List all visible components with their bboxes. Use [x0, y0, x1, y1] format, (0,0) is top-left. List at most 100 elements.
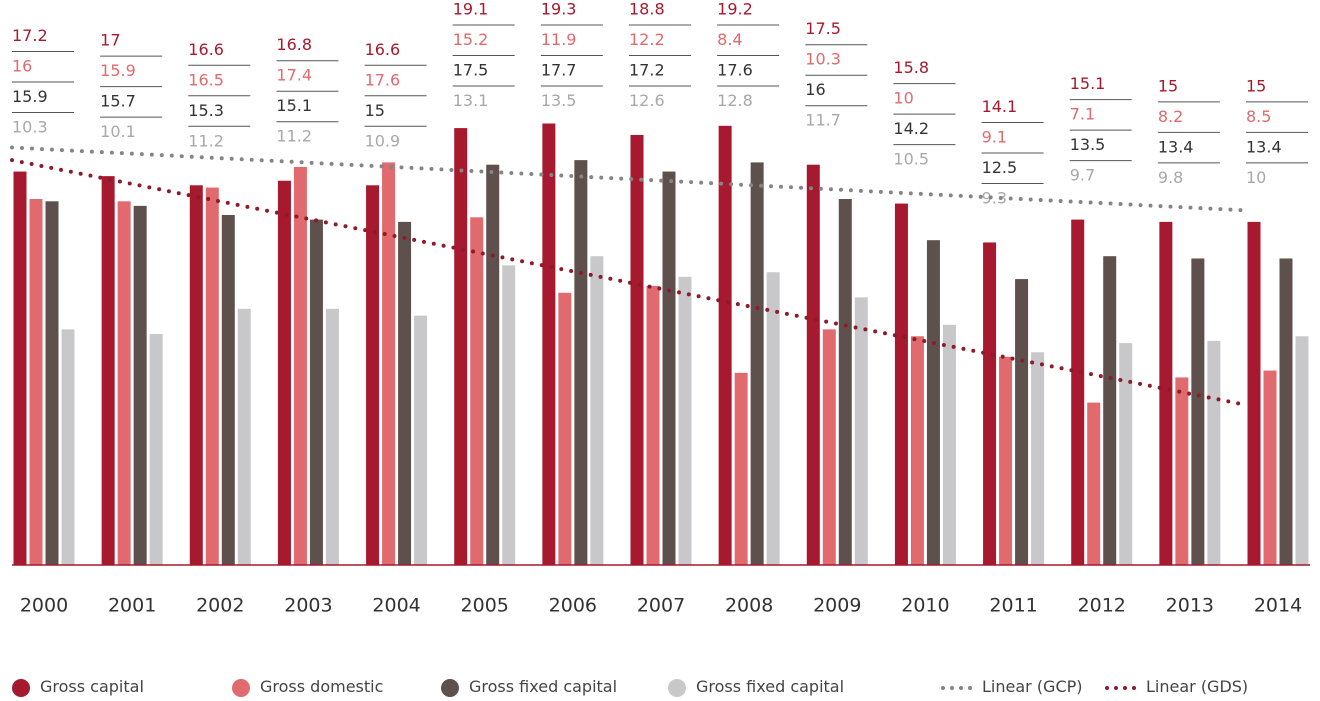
- bar: [1175, 377, 1189, 565]
- bar: [926, 240, 940, 565]
- legend-dot: [950, 686, 954, 690]
- data-label: 9.7: [1070, 166, 1095, 185]
- bar: [454, 128, 468, 565]
- x-tick-label: 2000: [20, 595, 68, 617]
- bar: [133, 205, 147, 565]
- legend-item: Linear (GDS): [1105, 676, 1248, 698]
- bar: [414, 315, 428, 565]
- data-label: 15: [365, 101, 385, 120]
- bar: [117, 201, 131, 566]
- legend-label: Gross fixed capital formation: [469, 677, 618, 701]
- bar: [293, 166, 307, 565]
- data-label: 8.5: [1246, 107, 1271, 126]
- bar: [1071, 219, 1085, 565]
- bar: [646, 285, 660, 565]
- bar: [1087, 402, 1101, 565]
- data-label: 15: [1158, 76, 1178, 95]
- data-label: 15.9: [100, 61, 136, 80]
- legend-label: Linear (GCP): [982, 677, 1083, 696]
- data-label: 10: [893, 89, 913, 108]
- data-label: 15.8: [893, 58, 929, 77]
- data-label: 19.2: [717, 0, 753, 19]
- bar: [309, 219, 323, 565]
- legend-label: Gross fixed capital formation, private s…: [696, 677, 895, 701]
- trendline: [10, 158, 1248, 407]
- data-label: 12.8: [717, 91, 753, 110]
- legend-label: Gross domestic savings: [260, 677, 384, 701]
- bar: [766, 272, 780, 565]
- bar: [806, 164, 820, 565]
- x-tick-label: 2013: [1166, 595, 1214, 617]
- data-label: 17: [100, 31, 120, 50]
- bar: [1207, 340, 1221, 565]
- legend-item: Gross domestic savings: [232, 676, 402, 701]
- data-label: 9.8: [1158, 168, 1183, 187]
- legend-swatch: [12, 679, 30, 697]
- x-tick-label: 2005: [461, 595, 509, 617]
- data-label: 13.5: [541, 91, 577, 110]
- bar: [149, 333, 163, 565]
- trendline: [10, 145, 1248, 213]
- data-label: 10.3: [805, 50, 841, 69]
- data-label: 7.1: [1070, 105, 1095, 124]
- data-label: 16: [805, 80, 825, 99]
- data-label: 13.4: [1246, 137, 1282, 156]
- legend-item: Gross fixed capital formation: [441, 676, 651, 701]
- data-label: 11.7: [805, 111, 841, 130]
- legend-dot: [968, 686, 972, 690]
- data-label: 11.2: [188, 131, 224, 150]
- bar: [1159, 221, 1173, 566]
- x-tick-label: 2002: [196, 595, 244, 617]
- data-label: 17.6: [717, 61, 753, 80]
- bar: [277, 180, 291, 565]
- bar: [101, 176, 115, 565]
- data-label: 15.1: [276, 96, 312, 115]
- data-label: 15.3: [188, 101, 224, 120]
- data-label: 16.6: [188, 40, 224, 59]
- chart: 2000 17.2 16 15.9 10.3 2001 17 15.9 15.7 10.1 2002…: [10, 0, 1310, 617]
- legend-swatch: [941, 686, 972, 690]
- data-label: 8.4: [717, 30, 742, 49]
- legend-item: Linear (GCP): [941, 676, 1083, 698]
- data-label: 14.2: [893, 119, 929, 138]
- bar: [894, 203, 908, 565]
- x-tick-label: 2012: [1078, 595, 1126, 617]
- data-label: 17.5: [453, 61, 489, 80]
- legend-swatch: [1105, 686, 1136, 690]
- legend-dot: [941, 686, 945, 690]
- bar: [662, 171, 676, 565]
- legend-dot: [1105, 686, 1109, 690]
- bar: [1247, 221, 1261, 566]
- data-label: 17.5: [805, 19, 841, 38]
- bar: [470, 217, 484, 566]
- data-label: 12.5: [982, 158, 1018, 177]
- data-label: 11.9: [541, 30, 577, 49]
- legend-dot: [959, 686, 963, 690]
- bar: [502, 265, 516, 565]
- data-label: 15.2: [453, 30, 489, 49]
- bar: [486, 164, 500, 565]
- x-tick-label: 2007: [637, 595, 685, 617]
- bar: [13, 171, 27, 565]
- data-label: 16.8: [276, 35, 312, 54]
- data-label: 15.7: [100, 92, 136, 111]
- data-label: 19.3: [541, 0, 577, 19]
- bar: [189, 185, 203, 566]
- bar: [366, 185, 380, 566]
- data-label: 13.1: [453, 91, 489, 110]
- data-label: 10.1: [100, 122, 136, 141]
- bar: [942, 324, 956, 565]
- data-label: 17.7: [541, 61, 577, 80]
- bar: [1191, 258, 1205, 565]
- bar: [718, 125, 732, 565]
- bar: [630, 134, 644, 565]
- bar: [237, 308, 251, 565]
- legend-label: Gross capital formation: [40, 677, 144, 701]
- x-tick-label: 2011: [989, 595, 1037, 617]
- data-label: 19.1: [453, 0, 489, 19]
- data-label: 10.3: [12, 118, 48, 137]
- data-label: 17.6: [365, 70, 401, 89]
- bar: [558, 292, 572, 565]
- data-label: 12.2: [629, 30, 665, 49]
- bar: [750, 162, 764, 565]
